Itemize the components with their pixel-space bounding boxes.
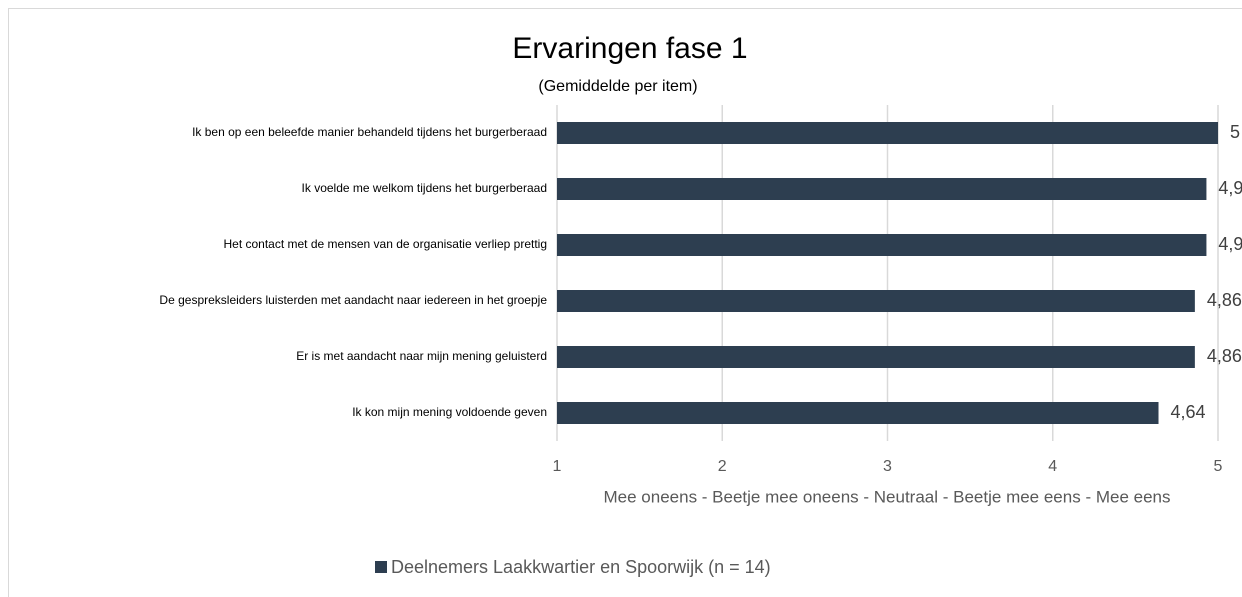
data-label: 4,93 [1218, 178, 1242, 198]
data-label: 5 [1230, 122, 1240, 142]
y-tick-label: Ik voelde me welkom tijdens het burgerbe… [302, 181, 547, 195]
legend-swatch [375, 561, 387, 573]
bar [557, 402, 1159, 424]
x-tick-label: 3 [883, 458, 892, 475]
bar [557, 122, 1218, 144]
chart-border [8, 8, 1242, 597]
x-tick-label: 4 [1048, 458, 1057, 475]
x-axis-label: Mee oneens - Beetje mee oneens - Neutraa… [604, 487, 1171, 506]
x-tick-label: 5 [1214, 458, 1223, 475]
chart-title: Ervaringen fase 1 [512, 32, 747, 65]
legend-label: Deelnemers Laakkwartier en Spoorwijk (n … [391, 557, 771, 577]
y-tick-label: De gespreksleiders luisterden met aandac… [159, 293, 547, 307]
data-label: 4,86 [1207, 290, 1242, 310]
y-tick-label: Ik ben op een beleefde manier behandeld … [192, 125, 547, 139]
x-tick-label: 1 [553, 458, 562, 475]
y-tick-label: Er is met aandacht naar mijn mening gelu… [296, 349, 547, 363]
bar [557, 178, 1207, 200]
data-label: 4,93 [1218, 234, 1242, 254]
y-tick-label: Ik kon mijn mening voldoende geven [352, 405, 547, 419]
x-tick-label: 2 [718, 458, 727, 475]
data-label: 4,64 [1171, 402, 1206, 422]
bar [557, 234, 1207, 256]
y-tick-label: Het contact met de mensen van de organis… [223, 237, 547, 251]
chart-subtitle: (Gemiddelde per item) [538, 78, 697, 95]
bar [557, 346, 1195, 368]
bar [557, 290, 1195, 312]
data-label: 4,86 [1207, 346, 1242, 366]
